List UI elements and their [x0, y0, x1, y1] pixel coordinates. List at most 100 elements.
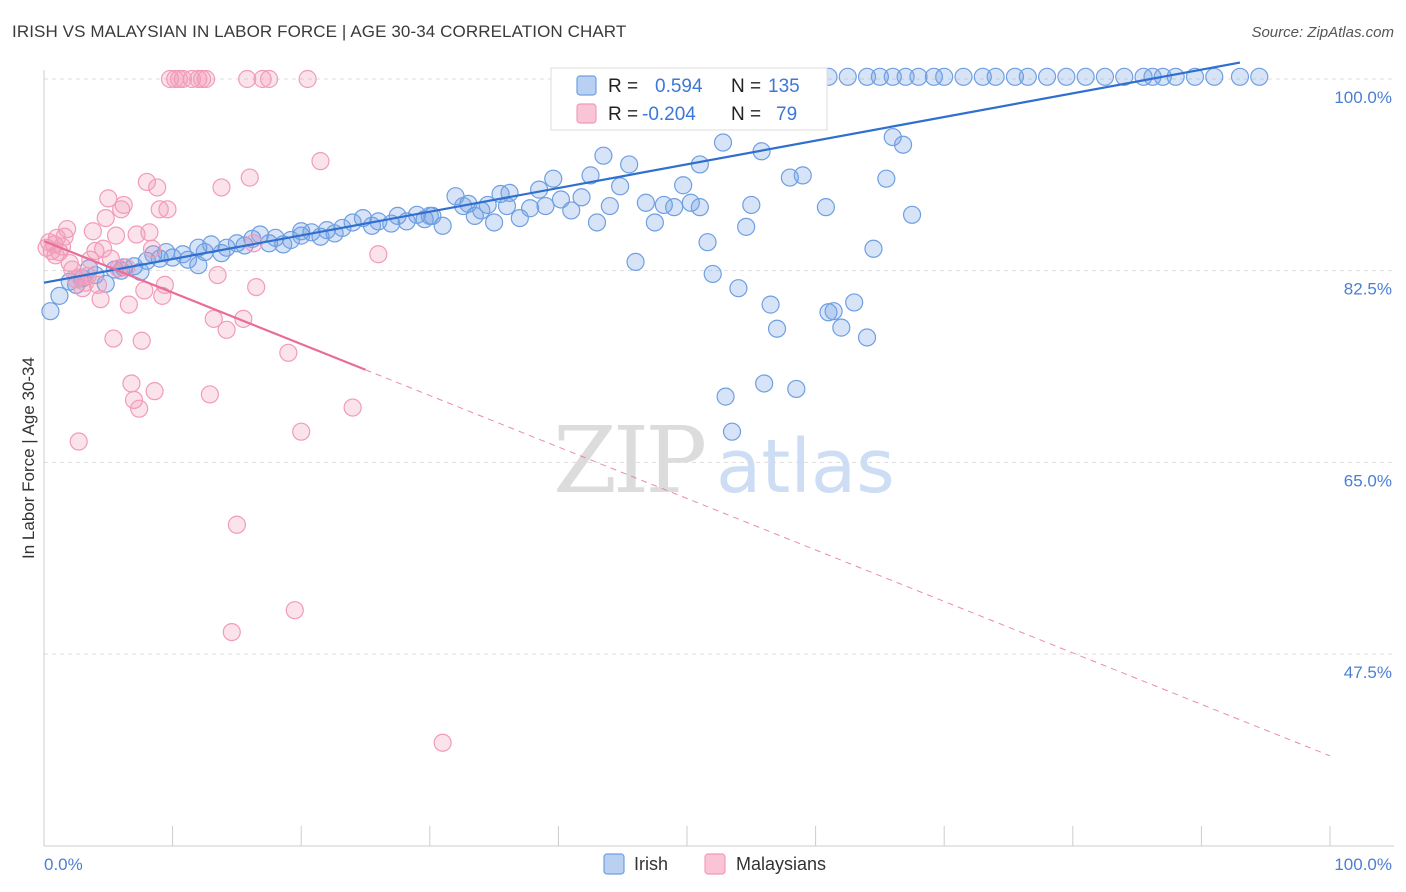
- irish-point: [893, 135, 913, 154]
- chart-title: IRISH VS MALAYSIAN IN LABOR FORCE | AGE …: [12, 22, 627, 41]
- irish-point: [562, 201, 581, 220]
- malaysian-point: [148, 178, 167, 197]
- irish-point: [690, 155, 709, 174]
- irish-point: [1037, 67, 1057, 86]
- malaysian-point: [298, 69, 317, 89]
- irish-point: [1076, 67, 1095, 86]
- y-tick-labels: 47.5% 65.0% 82.5% 100.0%: [1334, 88, 1392, 682]
- malaysian-point: [208, 265, 227, 285]
- irish-point: [896, 67, 915, 86]
- y-tick-label: 100.0%: [1334, 88, 1392, 107]
- irish-point: [594, 146, 613, 165]
- irish-point: [909, 67, 928, 86]
- malaysian-point: [124, 390, 144, 410]
- irish-point: [742, 195, 761, 215]
- bottom-legend-irish-swatch: [603, 853, 625, 875]
- malaysian-point: [169, 69, 189, 89]
- irish-point: [716, 387, 735, 406]
- irish-point: [761, 295, 780, 314]
- malaysian-point: [247, 277, 266, 297]
- bottom-legend: Irish Malaysians: [603, 853, 826, 875]
- y-axis-label: In Labor Force | Age 30-34: [19, 357, 38, 559]
- malaysian-point: [433, 733, 452, 752]
- irish-point: [1166, 67, 1185, 86]
- malaysian-point: [96, 208, 115, 228]
- irish-point: [838, 67, 857, 86]
- y-tick-label: 47.5%: [1344, 663, 1392, 682]
- irish-point: [1115, 67, 1134, 86]
- y-tick-label: 82.5%: [1344, 280, 1392, 299]
- irish-point: [189, 256, 208, 275]
- irish-point: [877, 169, 896, 188]
- irish-point: [485, 213, 504, 232]
- legend-frame: [550, 67, 828, 131]
- irish-point: [857, 67, 877, 86]
- irish-point: [722, 422, 742, 441]
- malaysian-point: [238, 69, 257, 89]
- irish-point: [41, 302, 60, 321]
- malaysian-point: [58, 219, 77, 239]
- irish-point: [600, 196, 619, 216]
- irish-point: [1005, 67, 1025, 86]
- irish-point: [681, 193, 700, 212]
- grid-lines: [44, 78, 1394, 655]
- legend-malaysian-n-label: N =: [731, 104, 761, 125]
- bottom-legend-malaysian-label: Malaysians: [736, 854, 826, 874]
- irish-point: [433, 216, 452, 235]
- watermark-atlas: atlas: [716, 424, 895, 510]
- malaysian-point: [158, 200, 177, 219]
- malaysian-point: [343, 398, 362, 417]
- malaysian-trend-line-dashed: [365, 369, 1331, 757]
- malaysian-point: [227, 515, 246, 534]
- irish-point: [713, 133, 733, 152]
- malaysian-point: [292, 422, 311, 441]
- irish-point: [572, 188, 591, 207]
- source-credit: Source: ZipAtlas.com: [1251, 24, 1394, 41]
- irish-point: [954, 67, 973, 86]
- legend-irish-r-label: R =: [608, 76, 638, 97]
- x-tick-marks: [43, 826, 1331, 846]
- malaysian-point: [212, 178, 231, 197]
- irish-point: [1205, 67, 1224, 86]
- irish-point: [816, 198, 835, 217]
- watermark-zip: ZIP: [553, 407, 704, 514]
- legend-malaysian-n-value: 79: [776, 104, 797, 125]
- malaysian-point: [200, 385, 219, 404]
- malaysian-point: [99, 189, 118, 208]
- malaysian-point: [369, 245, 388, 264]
- irish-point: [832, 318, 851, 337]
- irish-point: [521, 199, 540, 218]
- malaysian-point: [132, 331, 151, 350]
- irish-points: [41, 67, 1269, 441]
- malaysian-point: [119, 295, 138, 314]
- bottom-legend-irish-label: Irish: [634, 854, 668, 874]
- malaysian-point: [193, 69, 212, 89]
- malaysian-point: [83, 222, 102, 241]
- irish-point: [626, 252, 645, 272]
- irish-point: [636, 193, 655, 212]
- malaysian-point: [145, 382, 164, 401]
- malaysian-point: [279, 343, 298, 362]
- irish-point: [824, 302, 843, 321]
- x-tick-label-max: 100.0%: [1334, 855, 1392, 874]
- irish-point: [793, 166, 812, 185]
- malaysian-point: [253, 69, 272, 89]
- irish-point: [986, 67, 1005, 86]
- irish-point: [1018, 67, 1037, 86]
- irish-point: [973, 67, 992, 86]
- malaysian-trend-line-solid: [43, 240, 366, 371]
- malaysian-point: [182, 69, 201, 89]
- malaysian-point: [285, 601, 304, 620]
- malaysian-point: [189, 69, 208, 89]
- irish-point: [587, 213, 607, 232]
- irish-point: [1057, 67, 1076, 86]
- malaysian-point: [204, 309, 223, 328]
- irish-point: [924, 67, 944, 86]
- irish-point: [767, 319, 787, 338]
- malaysian-point: [130, 399, 149, 418]
- malaysian-point: [240, 168, 259, 187]
- bottom-legend-malaysian-swatch: [704, 853, 726, 875]
- malaysian-point: [217, 320, 236, 339]
- malaysian-point: [150, 200, 169, 219]
